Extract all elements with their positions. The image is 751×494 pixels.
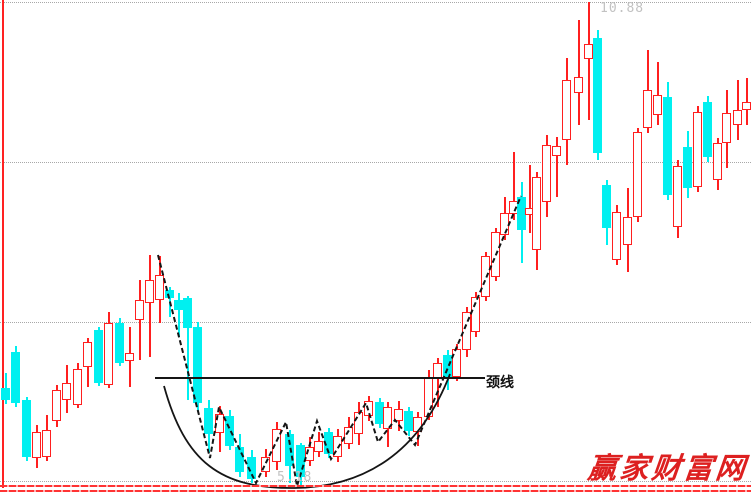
candle-up-body (261, 457, 270, 472)
candle-up-body (364, 401, 373, 416)
gridline (0, 2, 751, 3)
candle-down-body (404, 411, 413, 431)
watermark: 赢家财富网 (586, 451, 750, 485)
candle-up-body (424, 377, 433, 417)
candle-up-body (305, 447, 314, 461)
candle-up-body (532, 177, 541, 250)
candle-down-body (235, 447, 244, 472)
candle-up-body (481, 256, 490, 297)
candle-down-body (602, 185, 611, 228)
candle-up-wick (588, 2, 590, 120)
candle-up-body (354, 412, 363, 434)
candle-up-body (104, 323, 113, 385)
price-label-high: 10.88 (600, 1, 645, 16)
candle-up-body (452, 349, 461, 377)
bottom-red-line (0, 485, 751, 487)
candle-down-body (94, 330, 103, 383)
candle-up-body (552, 146, 561, 156)
candle-up-wick (139, 280, 141, 360)
candle-up-body (584, 44, 593, 59)
candle-down-body (11, 352, 20, 403)
candle-up-wick (513, 152, 515, 220)
candle-up-body (52, 390, 61, 421)
candle-up-body (722, 113, 731, 143)
candle-up-body (333, 436, 342, 457)
candle-up-body (733, 110, 742, 125)
bottom-red-line (0, 490, 751, 492)
candle-up-body (643, 90, 652, 128)
candle-up-wick (149, 255, 151, 357)
candle-up-body (491, 232, 500, 277)
neckline-label: 颈线 (486, 374, 514, 390)
candle-down-body (165, 290, 174, 298)
candle-up-wick (529, 165, 531, 233)
candle-down-body (183, 298, 192, 328)
candle-up-body (73, 369, 82, 405)
candle-up-body (394, 409, 403, 421)
candle-up-body (125, 353, 134, 361)
candle-up-body (42, 430, 51, 457)
candle-down-body (443, 355, 452, 378)
candle-up-body (471, 297, 480, 332)
candle-up-wick (657, 62, 659, 125)
candle-down-body (204, 408, 213, 434)
candle-up-body (612, 212, 621, 260)
gridline (0, 162, 751, 163)
candle-up-body (314, 441, 323, 452)
candle-up-body (562, 80, 571, 140)
candle-up-body (344, 427, 353, 444)
candle-down-body (324, 432, 333, 454)
candle-down-body (193, 327, 202, 403)
candle-up-body (653, 95, 662, 115)
candle-up-body (713, 143, 722, 180)
candle-down-body (22, 400, 31, 457)
candle-up-wick (578, 20, 580, 125)
candle-up-body (673, 166, 682, 227)
candle-up-body (215, 414, 224, 433)
candle-up-body (742, 102, 751, 110)
candle-down-body (663, 97, 672, 195)
candle-down-body (115, 323, 124, 363)
candle-down-body (247, 457, 256, 479)
left-axis-line (2, 0, 4, 488)
candle-up-body (500, 213, 509, 235)
candle-up-body (413, 417, 422, 432)
candle-up-body (383, 407, 392, 429)
candle-up-wick (556, 137, 558, 197)
candle-down-body (703, 102, 712, 157)
candle-up-body (542, 145, 551, 202)
candle-up-body (83, 342, 92, 367)
candle-down-body (593, 38, 602, 153)
candle-down-body (225, 416, 234, 446)
candle-down-body (285, 434, 294, 466)
candle-down-body (1, 388, 10, 400)
candle-down-body (683, 147, 692, 188)
candle-up-body (272, 429, 281, 462)
candle-up-body (145, 280, 154, 303)
candle-up-body (135, 300, 144, 320)
candle-up-body (462, 312, 471, 350)
candle-up-body (623, 217, 632, 245)
candle-up-body (574, 77, 583, 93)
candle-up-body (32, 432, 41, 458)
candle-up-body (433, 363, 442, 378)
candle-up-body (155, 275, 164, 300)
candle-up-wick (746, 78, 748, 125)
candle-up-body (62, 383, 71, 400)
candle-up-body (633, 132, 642, 217)
price-label-low: 5.18 (277, 470, 313, 485)
candle-up-body (693, 112, 702, 187)
candle-down-body (174, 300, 183, 310)
